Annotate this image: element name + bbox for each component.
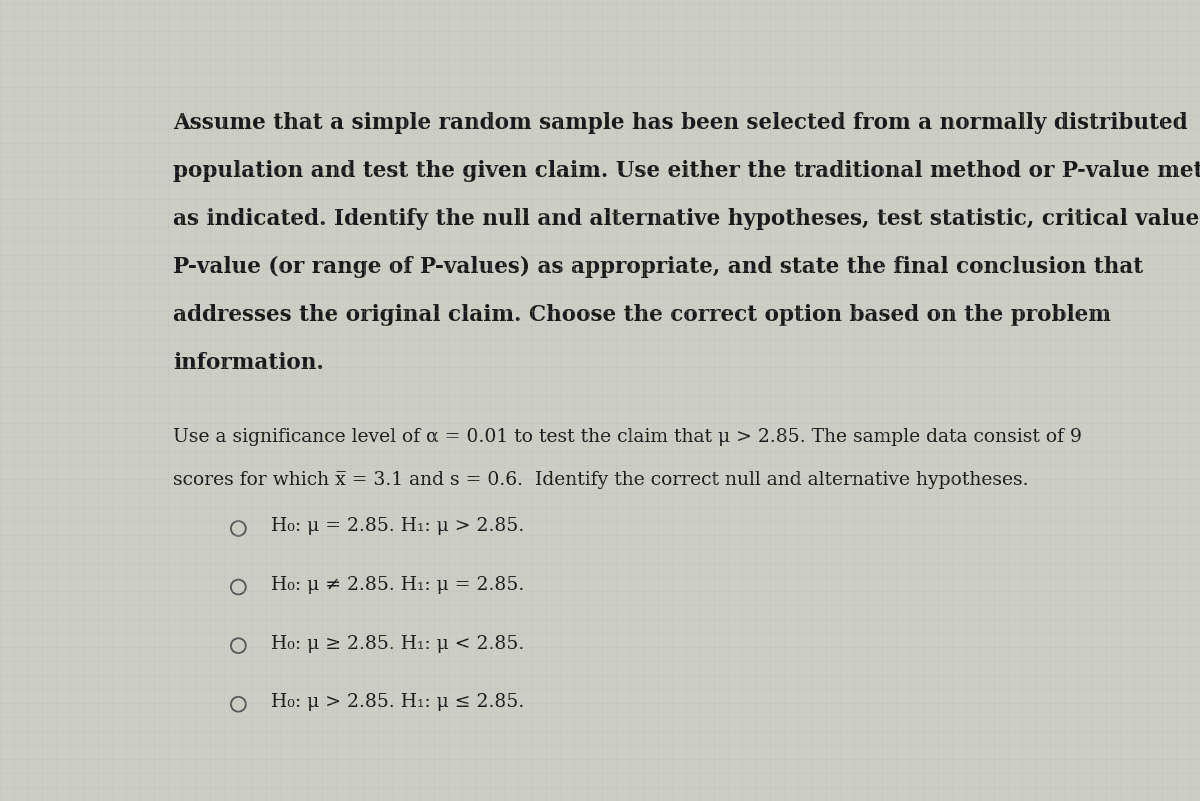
Text: H₀: μ > 2.85. H₁: μ ≤ 2.85.: H₀: μ > 2.85. H₁: μ ≤ 2.85.	[271, 693, 524, 711]
Text: H₀: μ = 2.85. H₁: μ > 2.85.: H₀: μ = 2.85. H₁: μ > 2.85.	[271, 517, 524, 535]
Text: population and test the given claim. Use either the traditional method or P-valu: population and test the given claim. Use…	[173, 159, 1200, 182]
Text: Assume that a simple random sample has been selected from a normally distributed: Assume that a simple random sample has b…	[173, 111, 1188, 134]
Text: Use a significance level of α = 0.01 to test the claim that μ > 2.85. The sample: Use a significance level of α = 0.01 to …	[173, 428, 1082, 446]
Text: as indicated. Identify the null and alternative hypotheses, test statistic, crit: as indicated. Identify the null and alte…	[173, 207, 1200, 230]
Text: scores for which x̅ = 3.1 and s = 0.6.  Identify the correct null and alternativ: scores for which x̅ = 3.1 and s = 0.6. I…	[173, 471, 1028, 489]
Text: H₀: μ ≠ 2.85. H₁: μ = 2.85.: H₀: μ ≠ 2.85. H₁: μ = 2.85.	[271, 576, 524, 594]
Text: information.: information.	[173, 352, 324, 374]
Text: addresses the original claim. Choose the correct option based on the problem: addresses the original claim. Choose the…	[173, 304, 1111, 326]
Text: H₀: μ ≥ 2.85. H₁: μ < 2.85.: H₀: μ ≥ 2.85. H₁: μ < 2.85.	[271, 634, 524, 653]
Text: P-value (or range of P-values) as appropriate, and state the final conclusion th: P-value (or range of P-values) as approp…	[173, 256, 1144, 278]
